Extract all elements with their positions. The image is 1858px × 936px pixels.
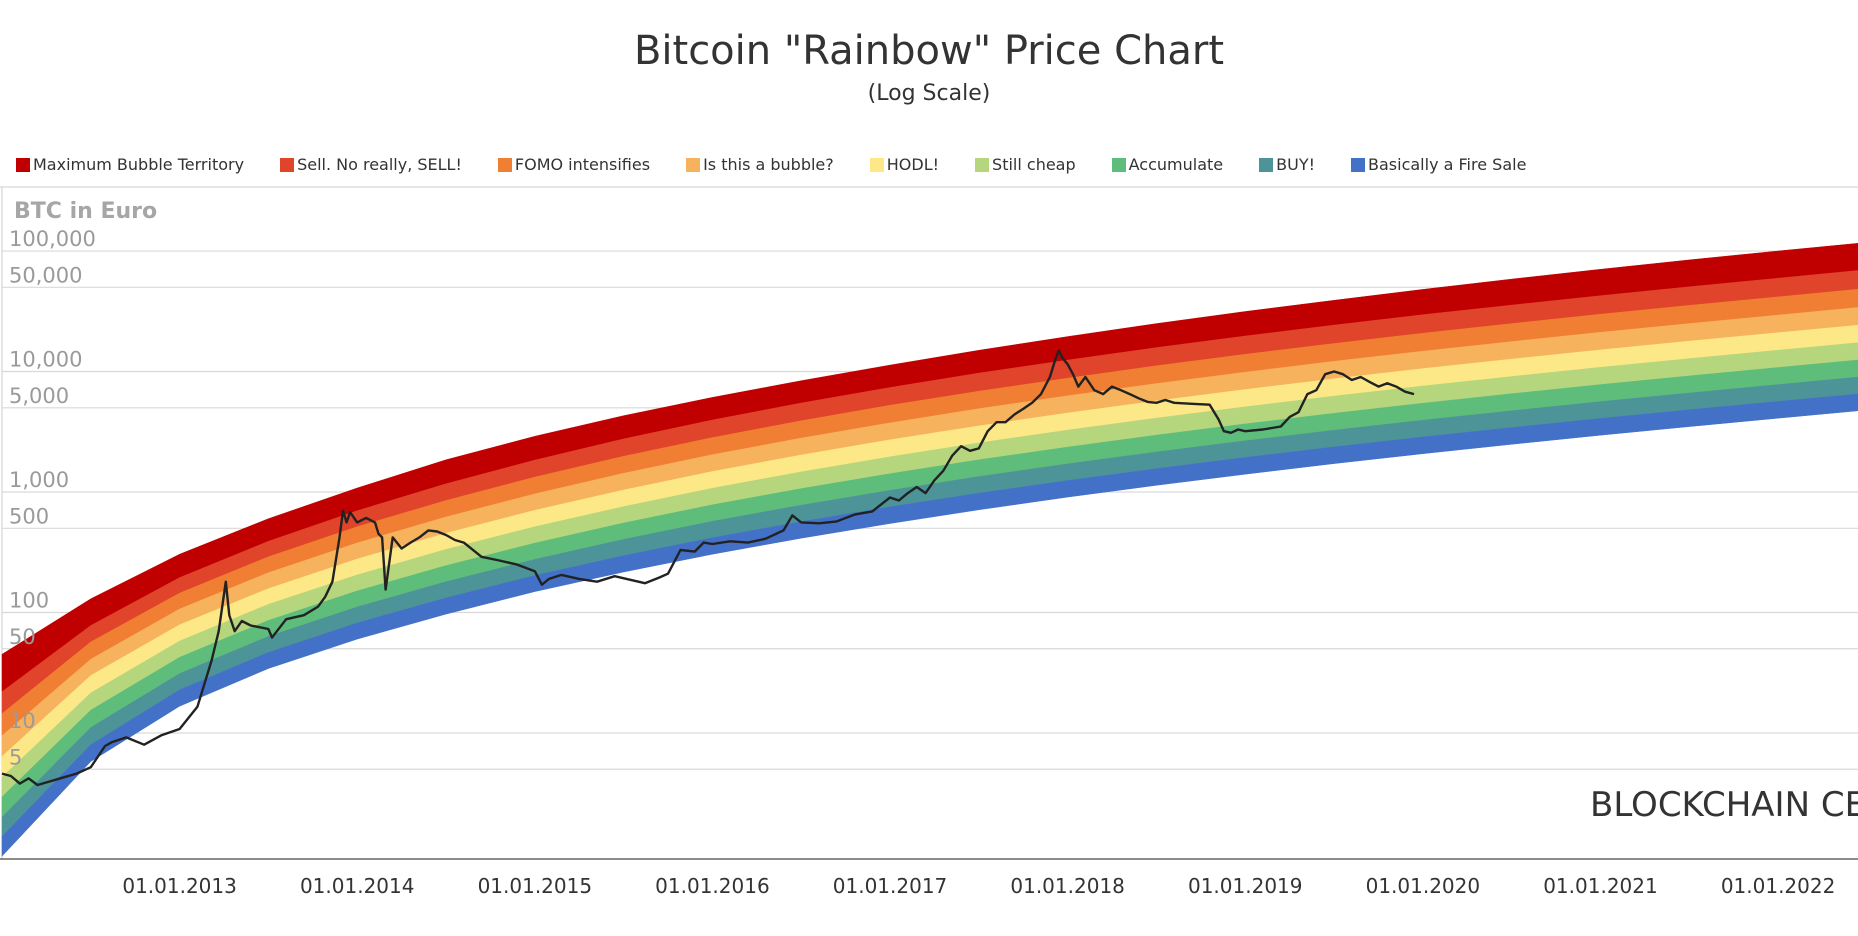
legend-swatch-1 xyxy=(280,157,295,172)
y-tick-label-5: 500 xyxy=(9,504,49,528)
legend-swatch-4 xyxy=(869,157,884,172)
y-tick-label-0: 100,000 xyxy=(9,227,96,251)
y-tick-label-1: 50,000 xyxy=(9,263,82,287)
y-axis-label: BTC in Euro xyxy=(14,199,157,224)
legend-swatch-8 xyxy=(1351,157,1366,172)
btc-price-line xyxy=(1,349,1415,787)
y-axis-ticks: 100,000 50,000 10,000 5,000 1,000 500 100 50 10 5 xyxy=(9,227,96,769)
legend-item-2[interactable]: FOMO intensifies xyxy=(497,155,651,174)
legend-swatch-7 xyxy=(1259,157,1274,172)
y-tick-label-3: 5,000 xyxy=(9,384,69,408)
x-tick-label-5: 01.01.2018 xyxy=(1010,874,1125,898)
x-tick-label-2: 01.01.2015 xyxy=(478,874,593,898)
legend-item-3[interactable]: Is this a bubble? xyxy=(686,155,834,174)
y-tick-label-2: 10,000 xyxy=(9,348,82,372)
legend-label-2: FOMO intensifies xyxy=(514,155,651,174)
legend-label-5: Still cheap xyxy=(992,155,1076,174)
x-tick-label-0: 01.01.2013 xyxy=(122,874,237,898)
legend-swatch-3 xyxy=(686,157,701,172)
chart-subtitle: (Log Scale) xyxy=(868,81,991,106)
y-tick-label-4: 1,000 xyxy=(9,468,69,492)
blockchaincenter-watermark: BLOCKCHAIN CENTER.NET xyxy=(1590,785,1858,825)
legend-label-7: BUY! xyxy=(1276,155,1316,174)
legend-label-6: Accumulate xyxy=(1128,155,1224,174)
legend-label-8: Basically a Fire Sale xyxy=(1368,155,1527,174)
legend-label-4: HODL! xyxy=(886,155,940,174)
x-tick-label-3: 01.01.2016 xyxy=(655,874,770,898)
y-tick-label-8: 10 xyxy=(9,709,36,733)
legend-item-4[interactable]: HODL! xyxy=(869,155,940,174)
legend-label-0: Maximum Bubble Territory xyxy=(33,155,245,174)
legend-swatch-0 xyxy=(16,157,30,172)
legend-item-6[interactable]: Accumulate xyxy=(1111,155,1224,174)
x-tick-label-1: 01.01.2014 xyxy=(300,874,415,898)
legend-label-1: Sell. No really, SELL! xyxy=(297,155,462,174)
legend-item-8[interactable]: Basically a Fire Sale xyxy=(1351,155,1526,174)
watermark-text: BLOCKCHAIN CENTER.NET xyxy=(1590,785,1858,825)
legend-label-3: Is this a bubble? xyxy=(703,155,834,174)
rainbow-bands xyxy=(1,243,1858,857)
x-tick-label-7: 01.01.2020 xyxy=(1366,874,1481,898)
x-tick-label-4: 01.01.2017 xyxy=(833,874,948,898)
legend-swatch-6 xyxy=(1111,157,1126,172)
y-tick-label-9: 5 xyxy=(9,745,22,769)
chart-legend: Maximum Bubble Territory Sell. No really,… xyxy=(16,155,1562,174)
legend-swatch-5 xyxy=(975,157,990,172)
legend-item-5[interactable]: Still cheap xyxy=(975,155,1076,174)
x-axis-ticks: 01.01.2013 01.01.2014 01.01.2015 01.01.2016… xyxy=(122,874,1835,898)
y-tick-label-6: 100 xyxy=(9,589,49,613)
x-tick-label-6: 01.01.2019 xyxy=(1188,874,1303,898)
legend-item-1[interactable]: Sell. No really, SELL! xyxy=(280,155,462,174)
legend-swatch-2 xyxy=(497,157,512,172)
x-tick-label-8: 01.01.2021 xyxy=(1543,874,1658,898)
x-tick-label-9: 01.01.2022 xyxy=(1721,874,1836,898)
band-basically-a-fire-sale xyxy=(1,393,1858,857)
y-tick-label-7: 50 xyxy=(9,625,36,649)
legend-item-0[interactable]: Maximum Bubble Territory xyxy=(16,155,244,174)
legend-item-7[interactable]: BUY! xyxy=(1259,155,1315,174)
price-line-layer xyxy=(1,349,1415,787)
chart-title: Bitcoin "Rainbow" Price Chart xyxy=(634,28,1224,74)
